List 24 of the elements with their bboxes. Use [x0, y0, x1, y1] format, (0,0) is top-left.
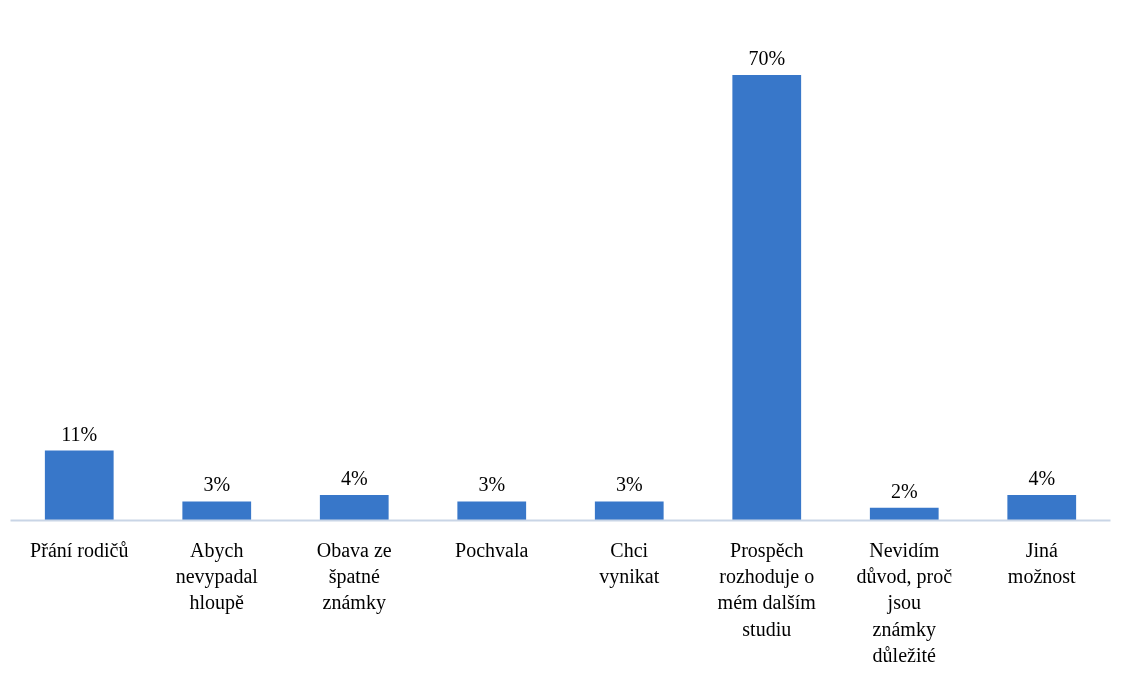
data-label: 2% — [890, 479, 918, 502]
bar — [732, 75, 802, 521]
data-label: 3% — [478, 473, 506, 496]
data-label: 4% — [1028, 467, 1056, 490]
bar — [319, 495, 389, 521]
x-tick-label: Nevidím důvod, proč jsou známky důležité — [856, 538, 953, 667]
bar — [1007, 495, 1077, 521]
x-tick-label: Obava ze špatné známky — [316, 538, 392, 615]
bar — [182, 501, 252, 521]
x-tick-label: Přání rodičů — [30, 538, 129, 561]
data-label: 70% — [748, 47, 786, 70]
bar — [869, 507, 939, 521]
bar — [457, 501, 527, 521]
x-tick-label: Jiná možnost — [1007, 538, 1077, 587]
x-tick-label: Prospěch rozhoduje o mém dalším studiu — [717, 538, 817, 640]
data-label: 3% — [203, 473, 231, 496]
bar — [44, 450, 114, 521]
x-tick-label: Chci vynikat — [599, 538, 660, 588]
data-label: 3% — [615, 473, 643, 496]
data-label: 11% — [61, 422, 98, 445]
data-label: 4% — [340, 467, 368, 490]
bar — [594, 501, 664, 521]
x-tick-label: Abych nevypadal hloupě — [175, 538, 259, 615]
x-tick-label: Pochvala — [455, 538, 529, 561]
